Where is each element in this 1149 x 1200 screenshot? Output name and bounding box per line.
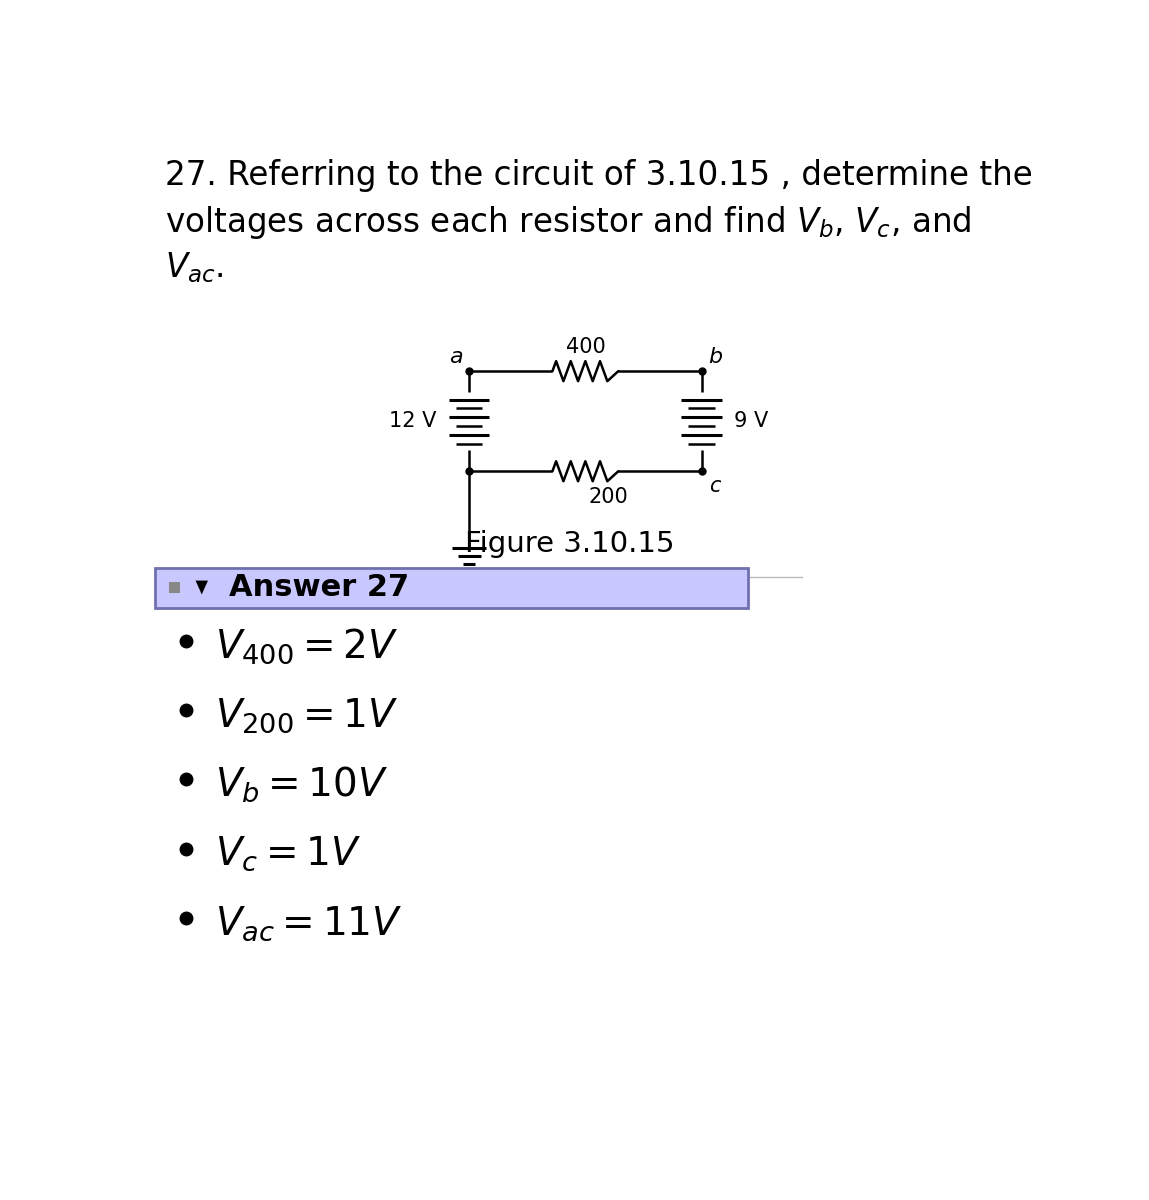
Text: 400: 400 bbox=[565, 337, 606, 358]
Text: 200: 200 bbox=[588, 487, 629, 506]
Polygon shape bbox=[195, 581, 208, 594]
Text: $V_b = 10V$: $V_b = 10V$ bbox=[215, 764, 388, 804]
Text: $V_{ac} = 11V$: $V_{ac} = 11V$ bbox=[215, 904, 402, 942]
Text: 12 V: 12 V bbox=[390, 412, 437, 431]
Text: b: b bbox=[708, 347, 722, 366]
Text: 9 V: 9 V bbox=[734, 412, 769, 431]
Text: 27. Referring to the circuit of 3.10.15 , determine the: 27. Referring to the circuit of 3.10.15 … bbox=[165, 160, 1033, 192]
Text: Figure 3.10.15: Figure 3.10.15 bbox=[465, 530, 674, 558]
Text: voltages across each resistor and find $V_b$, $V_c$, and: voltages across each resistor and find $… bbox=[165, 204, 972, 241]
Text: $V_{400} = 2V$: $V_{400} = 2V$ bbox=[215, 626, 398, 666]
Bar bbox=[169, 582, 180, 593]
Text: $V_c = 1V$: $V_c = 1V$ bbox=[215, 835, 361, 874]
Text: c: c bbox=[709, 476, 720, 496]
Text: $V_{ac}$.: $V_{ac}$. bbox=[165, 251, 224, 284]
Text: Answer 27: Answer 27 bbox=[229, 574, 409, 602]
FancyBboxPatch shape bbox=[155, 568, 748, 607]
Text: $V_{200} = 1V$: $V_{200} = 1V$ bbox=[215, 696, 398, 734]
Text: a: a bbox=[449, 347, 463, 366]
